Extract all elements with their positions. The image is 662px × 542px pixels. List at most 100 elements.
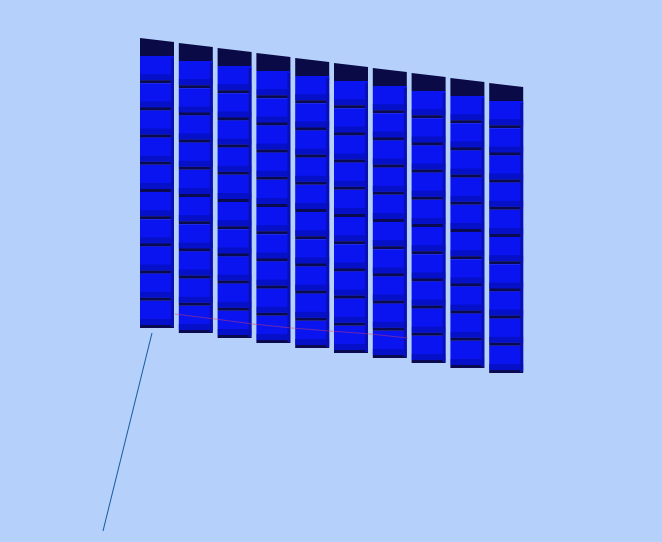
cube-shadow-band: [372, 240, 407, 247]
cube-separator: [217, 171, 252, 175]
cube-shadow-band: [295, 311, 330, 318]
cube-side-face: [248, 68, 252, 337]
cube-shadow-band: [489, 173, 524, 180]
cube-separator: [140, 270, 174, 274]
cube-shadow-band: [256, 252, 291, 259]
cube-shadow-band: [256, 170, 291, 177]
cube-shadow-band: [178, 324, 213, 330]
cube-shadow-band: [140, 183, 174, 189]
cube-shadow-band: [334, 126, 368, 133]
cube-top-face: [217, 48, 252, 70]
cube-separator: [450, 283, 485, 287]
cube-shadow-band: [450, 250, 485, 257]
cube-separator: [140, 80, 174, 84]
cube-separator: [256, 285, 291, 289]
cube-separator: [372, 191, 407, 195]
cube-separator: [256, 95, 291, 99]
cube-shadow-band: [411, 326, 446, 333]
cube-shadow-band: [450, 195, 485, 202]
cube-shadow-band: [217, 220, 252, 227]
cube-side-face: [171, 58, 174, 327]
cube-shadow-band: [217, 329, 252, 335]
cube-shadow-band: [489, 228, 524, 234]
cube-shadow-band: [334, 153, 368, 160]
cube-shadow-band: [217, 84, 252, 91]
cube-shadow-band: [411, 163, 446, 170]
cube-top-face: [295, 58, 330, 80]
cube-shadow-band: [178, 160, 213, 167]
cube-side-face: [326, 78, 330, 347]
cube-separator: [295, 209, 330, 212]
cube-separator: [178, 85, 213, 89]
cube-separator: [178, 330, 213, 333]
cube-shadow-band: [295, 339, 330, 345]
cube-shadow-band: [372, 185, 407, 192]
cube-shadow-band: [411, 109, 446, 116]
cube-shadow-band: [295, 230, 330, 237]
cube-shadow-band: [372, 104, 407, 111]
cube-separator: [411, 305, 446, 309]
cube-shadow-band: [140, 101, 174, 108]
cube-separator: [256, 231, 291, 235]
cube-top-face: [256, 53, 291, 75]
cube-shadow-band: [217, 111, 252, 118]
cube-separator: [140, 325, 174, 328]
cube-shadow-band: [295, 284, 330, 291]
cube-shadow-band: [489, 282, 524, 289]
cube-shadow-band: [372, 267, 407, 274]
cube-separator: [411, 196, 446, 200]
cube-separator: [372, 327, 407, 331]
cube-shadow-band: [372, 158, 407, 165]
cube-separator: [140, 297, 174, 301]
cube-separator: [217, 307, 252, 311]
cube-top-face: [450, 78, 485, 100]
cube-shadow-band: [295, 203, 330, 209]
cube-separator: [334, 214, 368, 217]
cube-shadow-band: [178, 296, 213, 303]
cube-separator: [256, 149, 291, 153]
cube-separator: [178, 194, 213, 197]
cube-shadow-band: [140, 319, 174, 325]
cube-side-face: [403, 88, 407, 357]
cube-top-face: [411, 73, 446, 95]
cube-separator: [178, 302, 213, 306]
cube-separator: [334, 105, 368, 109]
cube-separator: [334, 322, 368, 326]
cube-separator: [489, 261, 524, 265]
cube-shadow-band: [334, 289, 368, 296]
cube-side-face: [481, 98, 485, 367]
cube-shadow-band: [411, 272, 446, 279]
cube-separator: [450, 201, 485, 205]
cube-shadow-band: [334, 344, 368, 350]
cube-separator: [411, 278, 446, 282]
cube-separator: [372, 300, 407, 304]
cube-separator: [489, 288, 524, 292]
cube-separator: [372, 164, 407, 168]
cube-shadow-band: [295, 94, 330, 101]
cube-separator: [256, 122, 291, 126]
cube-shadow-band: [489, 336, 524, 343]
cube-shadow-band: [450, 359, 485, 365]
cube-shadow-band: [256, 198, 291, 204]
cube-separator: [217, 335, 252, 338]
cube-shadow-band: [178, 106, 213, 113]
cube-separator: [489, 125, 524, 129]
cube-separator: [217, 199, 252, 202]
cube-shadow-band: [178, 133, 213, 140]
cube-shadow-band: [217, 138, 252, 145]
cube-separator: [450, 147, 485, 151]
cube-separator: [334, 241, 368, 245]
cube-shadow-band: [489, 309, 524, 316]
cube-side-face: [365, 83, 368, 352]
cube-separator: [489, 370, 524, 373]
cube-shadow-band: [411, 218, 446, 224]
cube-shadow-band: [140, 264, 174, 271]
cube-separator: [178, 275, 213, 279]
cube-shadow-band: [178, 269, 213, 276]
cube-separator: [450, 174, 485, 178]
cube-separator: [450, 310, 485, 314]
cube-separator: [450, 365, 485, 368]
cube-separator: [489, 152, 524, 156]
